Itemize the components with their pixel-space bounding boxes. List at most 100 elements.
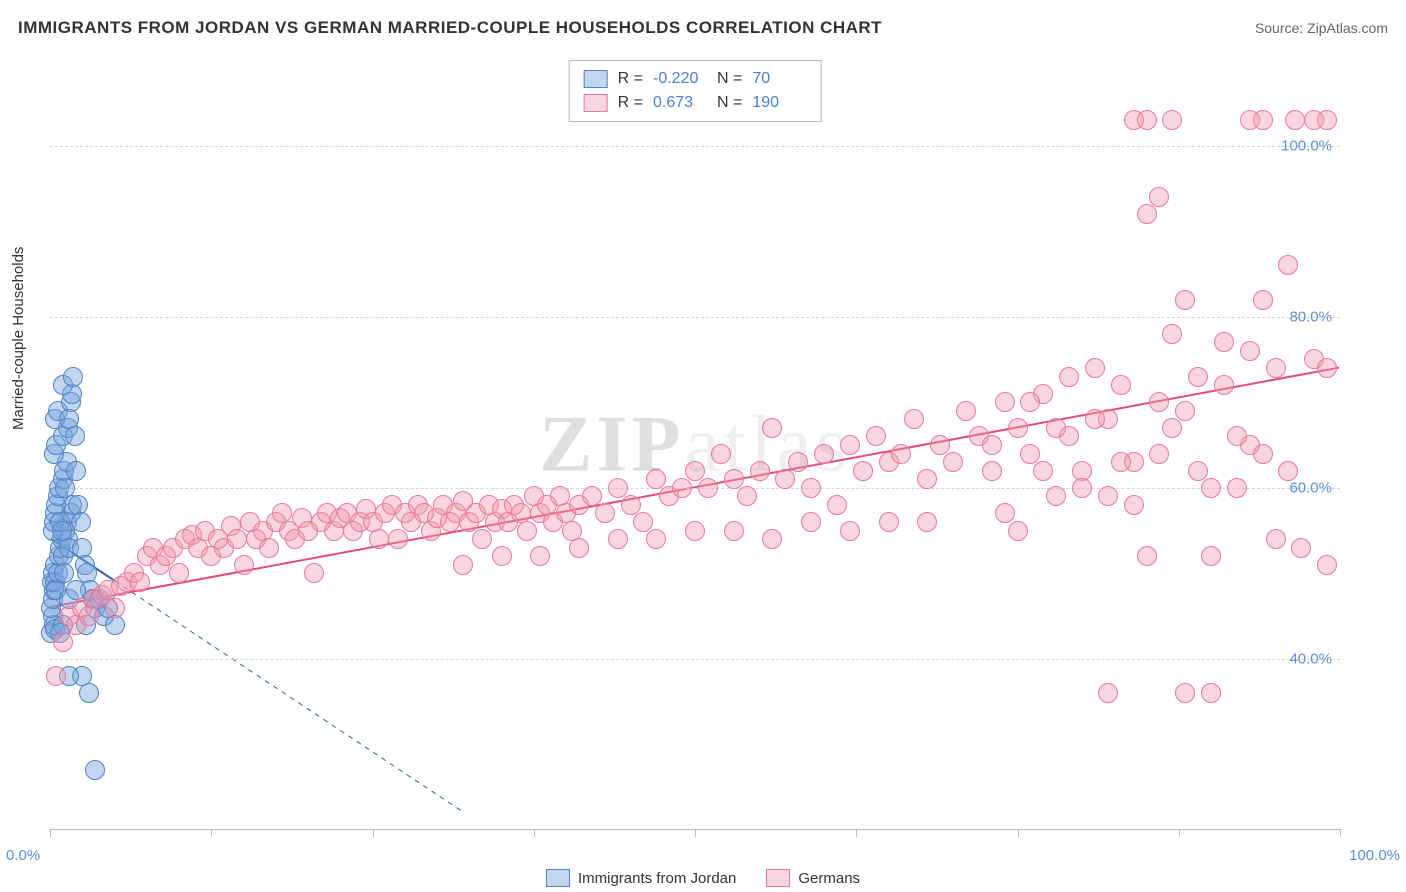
- data-point: [1098, 486, 1118, 506]
- gridline: [50, 488, 1340, 489]
- data-point: [698, 478, 718, 498]
- data-point: [66, 461, 86, 481]
- data-point: [63, 367, 83, 387]
- data-point: [982, 435, 1002, 455]
- data-point: [52, 521, 72, 541]
- data-point: [1008, 521, 1028, 541]
- data-point: [1046, 486, 1066, 506]
- data-point: [55, 478, 75, 498]
- data-point: [1137, 546, 1157, 566]
- data-point: [1253, 110, 1273, 130]
- data-point: [1059, 367, 1079, 387]
- data-point: [492, 546, 512, 566]
- data-point: [1240, 341, 1260, 361]
- data-point: [304, 563, 324, 583]
- data-point: [595, 503, 615, 523]
- chart-title: IMMIGRANTS FROM JORDAN VS GERMAN MARRIED…: [18, 18, 882, 38]
- data-point: [762, 529, 782, 549]
- data-point: [866, 426, 886, 446]
- data-point: [1008, 418, 1028, 438]
- data-point: [1278, 255, 1298, 275]
- data-point: [982, 461, 1002, 481]
- data-point: [646, 529, 666, 549]
- data-point: [879, 512, 899, 532]
- y-tick-label: 80.0%: [1289, 308, 1332, 325]
- data-point: [85, 760, 105, 780]
- data-point: [1020, 392, 1040, 412]
- data-point: [1162, 110, 1182, 130]
- data-point: [995, 392, 1015, 412]
- data-point: [788, 452, 808, 472]
- data-point: [79, 606, 99, 626]
- data-point: [46, 666, 66, 686]
- data-point: [1214, 375, 1234, 395]
- data-point: [1317, 110, 1337, 130]
- data-point: [608, 529, 628, 549]
- data-point: [775, 469, 795, 489]
- data-point: [840, 521, 860, 541]
- swatch-series-1: [584, 70, 608, 88]
- data-point: [227, 529, 247, 549]
- data-point: [1046, 418, 1066, 438]
- data-point: [105, 598, 125, 618]
- data-point: [737, 486, 757, 506]
- data-point: [1291, 538, 1311, 558]
- gridline: [50, 146, 1340, 147]
- legend-label-series-2: Germans: [798, 870, 860, 887]
- data-point: [1201, 683, 1221, 703]
- data-point: [472, 529, 492, 549]
- data-point: [1085, 358, 1105, 378]
- data-point: [1072, 478, 1092, 498]
- x-tick: [211, 829, 212, 837]
- data-point: [1137, 110, 1157, 130]
- data-point: [1124, 495, 1144, 515]
- x-tick: [695, 829, 696, 837]
- data-point: [956, 401, 976, 421]
- data-point: [1188, 367, 1208, 387]
- data-point: [724, 521, 744, 541]
- data-point: [1149, 187, 1169, 207]
- data-point: [621, 495, 641, 515]
- data-point: [453, 555, 473, 575]
- data-point: [1149, 392, 1169, 412]
- data-point: [1227, 478, 1247, 498]
- data-point: [1137, 204, 1157, 224]
- legend-item-series-1: Immigrants from Jordan: [546, 869, 736, 887]
- data-point: [517, 521, 537, 541]
- y-tick-label: 60.0%: [1289, 479, 1332, 496]
- data-point: [943, 452, 963, 472]
- x-tick: [1340, 829, 1341, 837]
- data-point: [569, 538, 589, 558]
- data-point: [1149, 444, 1169, 464]
- data-point: [814, 444, 834, 464]
- data-point: [724, 469, 744, 489]
- data-point: [1162, 418, 1182, 438]
- x-tick: [534, 829, 535, 837]
- data-point: [685, 461, 705, 481]
- data-point: [1278, 461, 1298, 481]
- data-point: [840, 435, 860, 455]
- data-point: [685, 521, 705, 541]
- data-point: [646, 469, 666, 489]
- data-point: [1253, 290, 1273, 310]
- data-point: [1285, 110, 1305, 130]
- y-tick-label: 100.0%: [1281, 137, 1332, 154]
- data-point: [904, 409, 924, 429]
- x-tick: [50, 829, 51, 837]
- data-point: [234, 555, 254, 575]
- data-point: [259, 538, 279, 558]
- data-point: [1188, 461, 1208, 481]
- data-point: [79, 683, 99, 703]
- data-point: [105, 615, 125, 635]
- y-axis-label: Married-couple Households: [10, 247, 27, 430]
- data-point: [1175, 290, 1195, 310]
- swatch-series-2: [766, 869, 790, 887]
- data-point: [388, 529, 408, 549]
- data-point: [1175, 401, 1195, 421]
- data-point: [71, 512, 91, 532]
- data-point: [1175, 683, 1195, 703]
- swatch-series-1: [546, 869, 570, 887]
- data-point: [633, 512, 653, 532]
- correlation-legend: R = -0.220 N = 70 R = 0.673 N = 190: [569, 60, 822, 122]
- data-point: [1266, 358, 1286, 378]
